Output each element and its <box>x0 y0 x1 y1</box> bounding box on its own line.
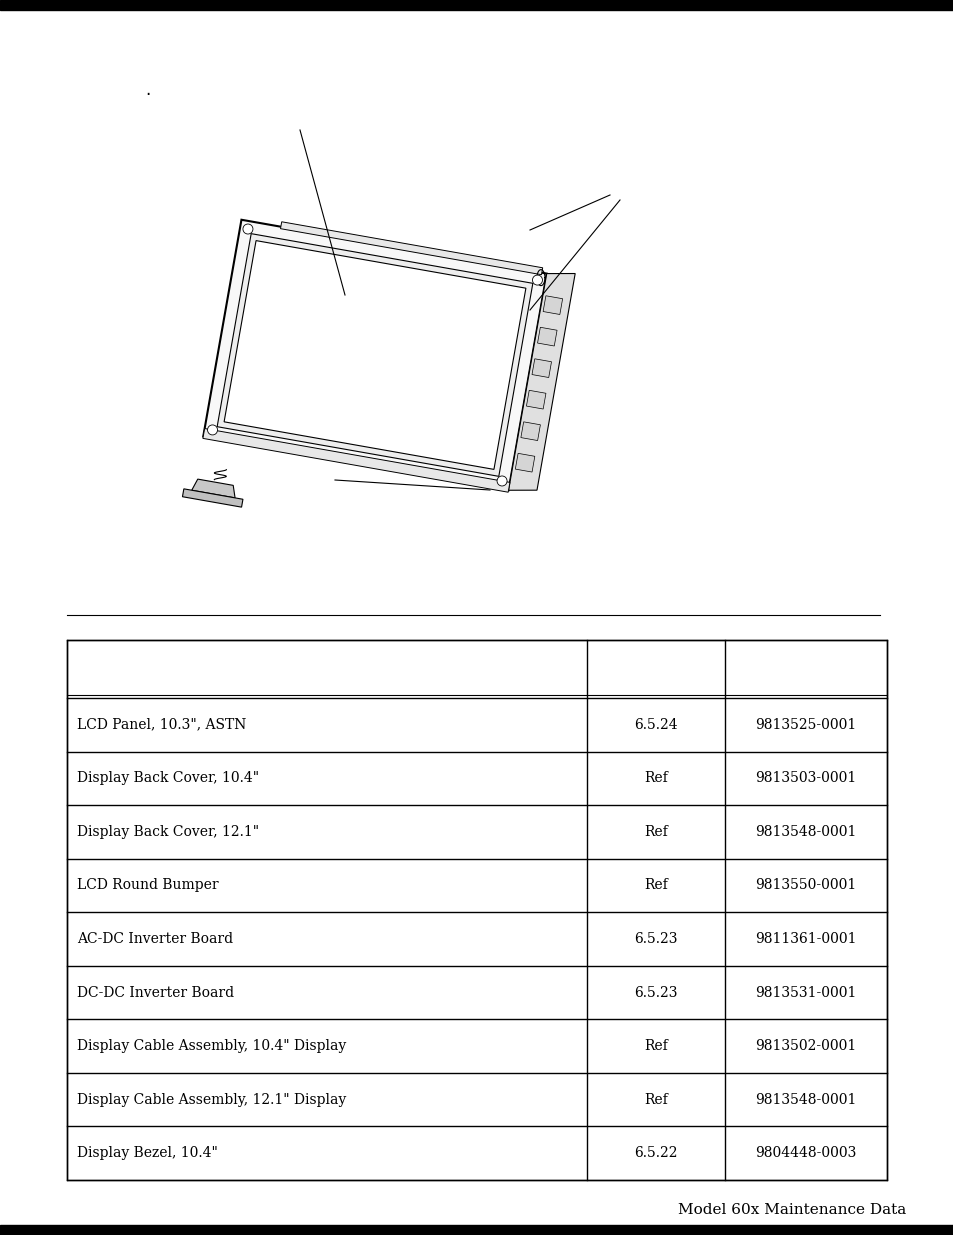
Text: LCD Panel, 10.3", ASTN: LCD Panel, 10.3", ASTN <box>77 718 246 732</box>
Text: Ref: Ref <box>643 1039 667 1053</box>
Polygon shape <box>224 241 525 469</box>
Text: 6.5.24: 6.5.24 <box>634 718 677 732</box>
Polygon shape <box>526 390 545 409</box>
Bar <box>0 1225 953 1235</box>
Polygon shape <box>515 453 535 472</box>
Text: 9813531-0001: 9813531-0001 <box>755 986 856 999</box>
Polygon shape <box>182 489 243 508</box>
Text: 9813525-0001: 9813525-0001 <box>755 718 856 732</box>
Circle shape <box>497 475 507 487</box>
Polygon shape <box>537 327 557 346</box>
Text: 9811361-0001: 9811361-0001 <box>755 932 856 946</box>
Text: Ref: Ref <box>643 825 667 839</box>
Text: AC-DC Inverter Board: AC-DC Inverter Board <box>77 932 233 946</box>
Polygon shape <box>217 233 533 477</box>
Polygon shape <box>203 429 510 493</box>
Text: Display Back Cover, 12.1": Display Back Cover, 12.1" <box>77 825 259 839</box>
Text: 6.5.23: 6.5.23 <box>634 932 677 946</box>
Text: 6.5.22: 6.5.22 <box>634 1146 677 1160</box>
Text: 9804448-0003: 9804448-0003 <box>755 1146 856 1160</box>
Text: Display Bezel, 10.4": Display Bezel, 10.4" <box>77 1146 217 1160</box>
Text: 9813548-0001: 9813548-0001 <box>755 1093 856 1107</box>
Text: 9813502-0001: 9813502-0001 <box>755 1039 856 1053</box>
Polygon shape <box>520 422 539 441</box>
Text: 9813503-0001: 9813503-0001 <box>755 772 856 785</box>
Text: Display Back Cover, 10.4": Display Back Cover, 10.4" <box>77 772 259 785</box>
Text: Ref: Ref <box>643 878 667 893</box>
Circle shape <box>243 224 253 233</box>
Circle shape <box>532 275 542 285</box>
Text: Model 60x Maintenance Data: Model 60x Maintenance Data <box>677 1203 905 1216</box>
Text: 9813548-0001: 9813548-0001 <box>755 825 856 839</box>
Polygon shape <box>280 222 542 274</box>
Text: Ref: Ref <box>643 1093 667 1107</box>
Polygon shape <box>542 295 562 315</box>
Bar <box>67 640 886 1179</box>
Polygon shape <box>508 273 575 490</box>
Circle shape <box>208 425 217 435</box>
Polygon shape <box>532 359 551 378</box>
Text: 6.5.23: 6.5.23 <box>634 986 677 999</box>
Text: 9813550-0001: 9813550-0001 <box>755 878 856 893</box>
Text: .: . <box>145 82 150 99</box>
Polygon shape <box>192 479 234 498</box>
Text: DC-DC Inverter Board: DC-DC Inverter Board <box>77 986 233 999</box>
Text: LCD Round Bumper: LCD Round Bumper <box>77 878 218 893</box>
Text: Ref: Ref <box>643 772 667 785</box>
Polygon shape <box>203 220 546 490</box>
Text: Display Cable Assembly, 12.1" Display: Display Cable Assembly, 12.1" Display <box>77 1093 346 1107</box>
Text: Display Cable Assembly, 10.4" Display: Display Cable Assembly, 10.4" Display <box>77 1039 346 1053</box>
Bar <box>0 0 953 10</box>
